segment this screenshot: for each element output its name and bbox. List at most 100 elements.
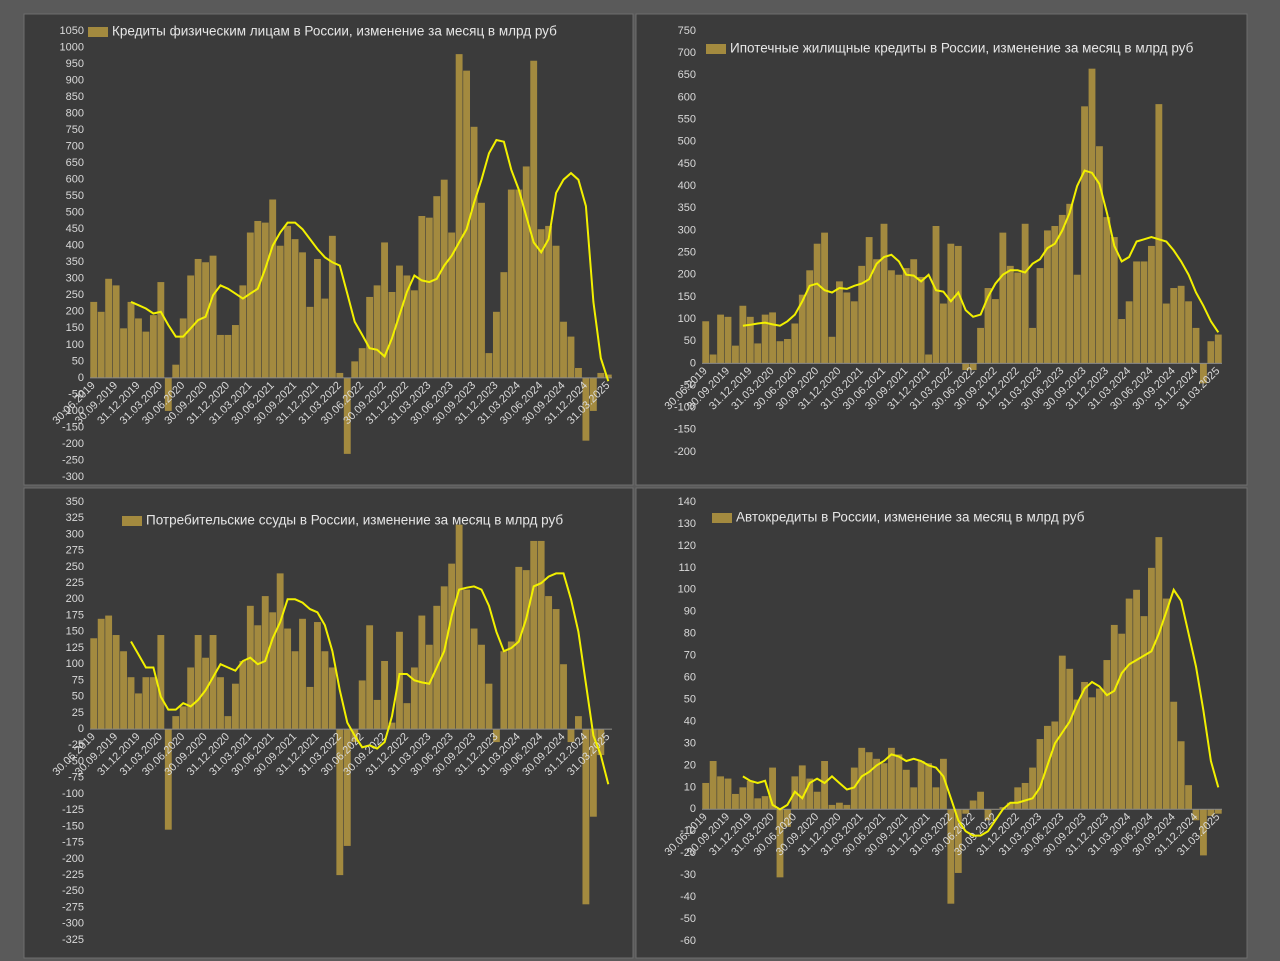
bar xyxy=(276,573,284,730)
bar xyxy=(1192,327,1200,364)
bar xyxy=(396,631,403,730)
y-tick-label: 650 xyxy=(66,157,84,169)
bar xyxy=(149,677,157,730)
bar xyxy=(1029,767,1036,810)
y-tick-label: -250 xyxy=(62,885,84,897)
bar xyxy=(843,292,851,364)
bar xyxy=(582,377,590,441)
y-tick-label: 1050 xyxy=(60,25,84,37)
bar xyxy=(149,315,157,378)
y-tick-label: -50 xyxy=(680,379,696,391)
bar xyxy=(1014,272,1022,364)
bar xyxy=(1029,327,1036,364)
bar xyxy=(865,752,873,810)
bar xyxy=(1088,697,1096,810)
y-tick-label: -50 xyxy=(680,913,696,925)
bar xyxy=(246,605,254,730)
bar xyxy=(164,377,172,411)
bar xyxy=(746,780,754,810)
bar xyxy=(1200,809,1207,856)
bar xyxy=(90,301,98,378)
y-tick-label: 100 xyxy=(678,584,696,596)
bar xyxy=(179,318,187,378)
bar xyxy=(455,524,463,730)
bar xyxy=(112,285,120,378)
bar xyxy=(977,327,984,364)
bar xyxy=(984,809,992,821)
y-tick-label: -200 xyxy=(62,438,84,450)
legend-label: Ипотечные жилищные кредиты в России, изм… xyxy=(730,41,1194,56)
bar xyxy=(1185,301,1192,364)
bar xyxy=(567,336,575,378)
bar xyxy=(1214,334,1222,364)
bar xyxy=(843,804,851,810)
y-tick-label: 90 xyxy=(684,606,696,618)
bar xyxy=(1125,301,1133,364)
bar xyxy=(1058,214,1066,364)
bar xyxy=(299,252,306,378)
y-tick-label: 10 xyxy=(684,781,696,793)
legend-label: Автокредиты в России, изменение за месяц… xyxy=(736,510,1085,525)
legend-swatch xyxy=(706,44,726,54)
bar xyxy=(880,763,888,810)
bar xyxy=(1096,688,1103,810)
bar xyxy=(717,776,724,810)
bar xyxy=(500,272,508,378)
bar xyxy=(828,336,836,364)
y-tick-label: 500 xyxy=(678,136,696,148)
bar xyxy=(522,570,530,730)
bar xyxy=(306,686,314,730)
trend-line xyxy=(130,138,610,382)
bar xyxy=(589,377,597,411)
legend-swatch xyxy=(122,516,142,526)
bar xyxy=(1140,261,1148,364)
y-tick-label: 30 xyxy=(684,737,696,749)
y-tick-label: -20 xyxy=(680,847,696,859)
y-tick-label: -225 xyxy=(62,869,84,881)
bar xyxy=(291,239,299,378)
y-tick-label: 130 xyxy=(678,518,696,530)
bar xyxy=(179,706,187,730)
bar xyxy=(373,285,381,378)
y-tick-label: -30 xyxy=(680,869,696,881)
y-tick-label: 0 xyxy=(78,723,84,735)
bar xyxy=(873,758,880,810)
y-tick-label: 500 xyxy=(66,207,84,219)
y-tick-label: 250 xyxy=(678,246,696,258)
y-tick-label: 50 xyxy=(684,335,696,347)
bar xyxy=(209,635,217,730)
y-tick-label: 250 xyxy=(66,289,84,301)
bar xyxy=(813,243,821,364)
y-tick-label: 0 xyxy=(690,803,696,815)
y-tick-label: 550 xyxy=(66,190,84,202)
bar xyxy=(448,563,456,730)
bar xyxy=(217,334,224,378)
bar xyxy=(1066,668,1074,810)
legend-label: Потребительские ссуды в России, изменени… xyxy=(146,513,563,528)
y-tick-label: 175 xyxy=(66,609,84,621)
bar xyxy=(850,767,858,810)
bar xyxy=(351,361,359,378)
y-tick-label: 400 xyxy=(678,180,696,192)
bar xyxy=(828,804,836,810)
bar xyxy=(440,586,448,730)
y-tick-label: 100 xyxy=(678,313,696,325)
y-tick-label: -50 xyxy=(68,755,84,767)
bar xyxy=(381,242,388,378)
bar xyxy=(1214,809,1222,814)
bar xyxy=(537,229,545,378)
y-tick-label: 950 xyxy=(66,58,84,70)
bar xyxy=(1162,598,1170,810)
bar xyxy=(902,769,910,810)
bar xyxy=(425,644,433,730)
y-tick-label: 250 xyxy=(66,561,84,573)
y-tick-label: 700 xyxy=(678,47,696,59)
bar xyxy=(1006,802,1014,810)
bar xyxy=(246,232,254,378)
bar xyxy=(850,301,858,364)
bar xyxy=(366,296,374,378)
bar xyxy=(269,612,277,730)
bar xyxy=(194,258,202,378)
bar xyxy=(1148,567,1155,810)
y-tick-label: 70 xyxy=(684,650,696,662)
